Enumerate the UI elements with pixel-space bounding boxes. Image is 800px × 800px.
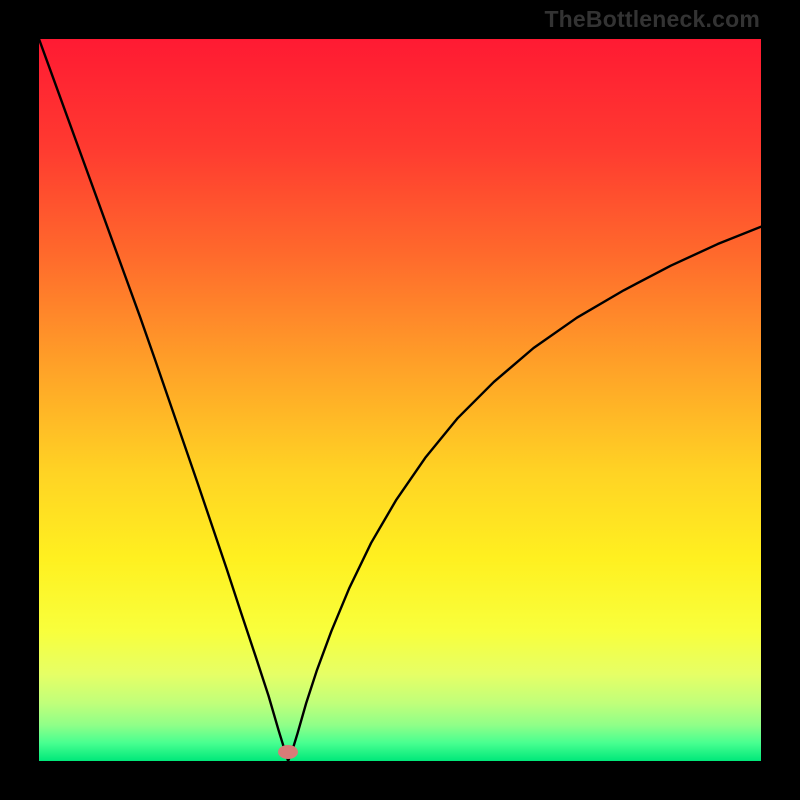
watermark-text: TheBottleneck.com — [544, 6, 760, 33]
minimum-marker — [278, 745, 298, 759]
plot-area — [39, 39, 761, 761]
bottleneck-curve — [39, 39, 761, 761]
curve-path — [39, 39, 761, 761]
